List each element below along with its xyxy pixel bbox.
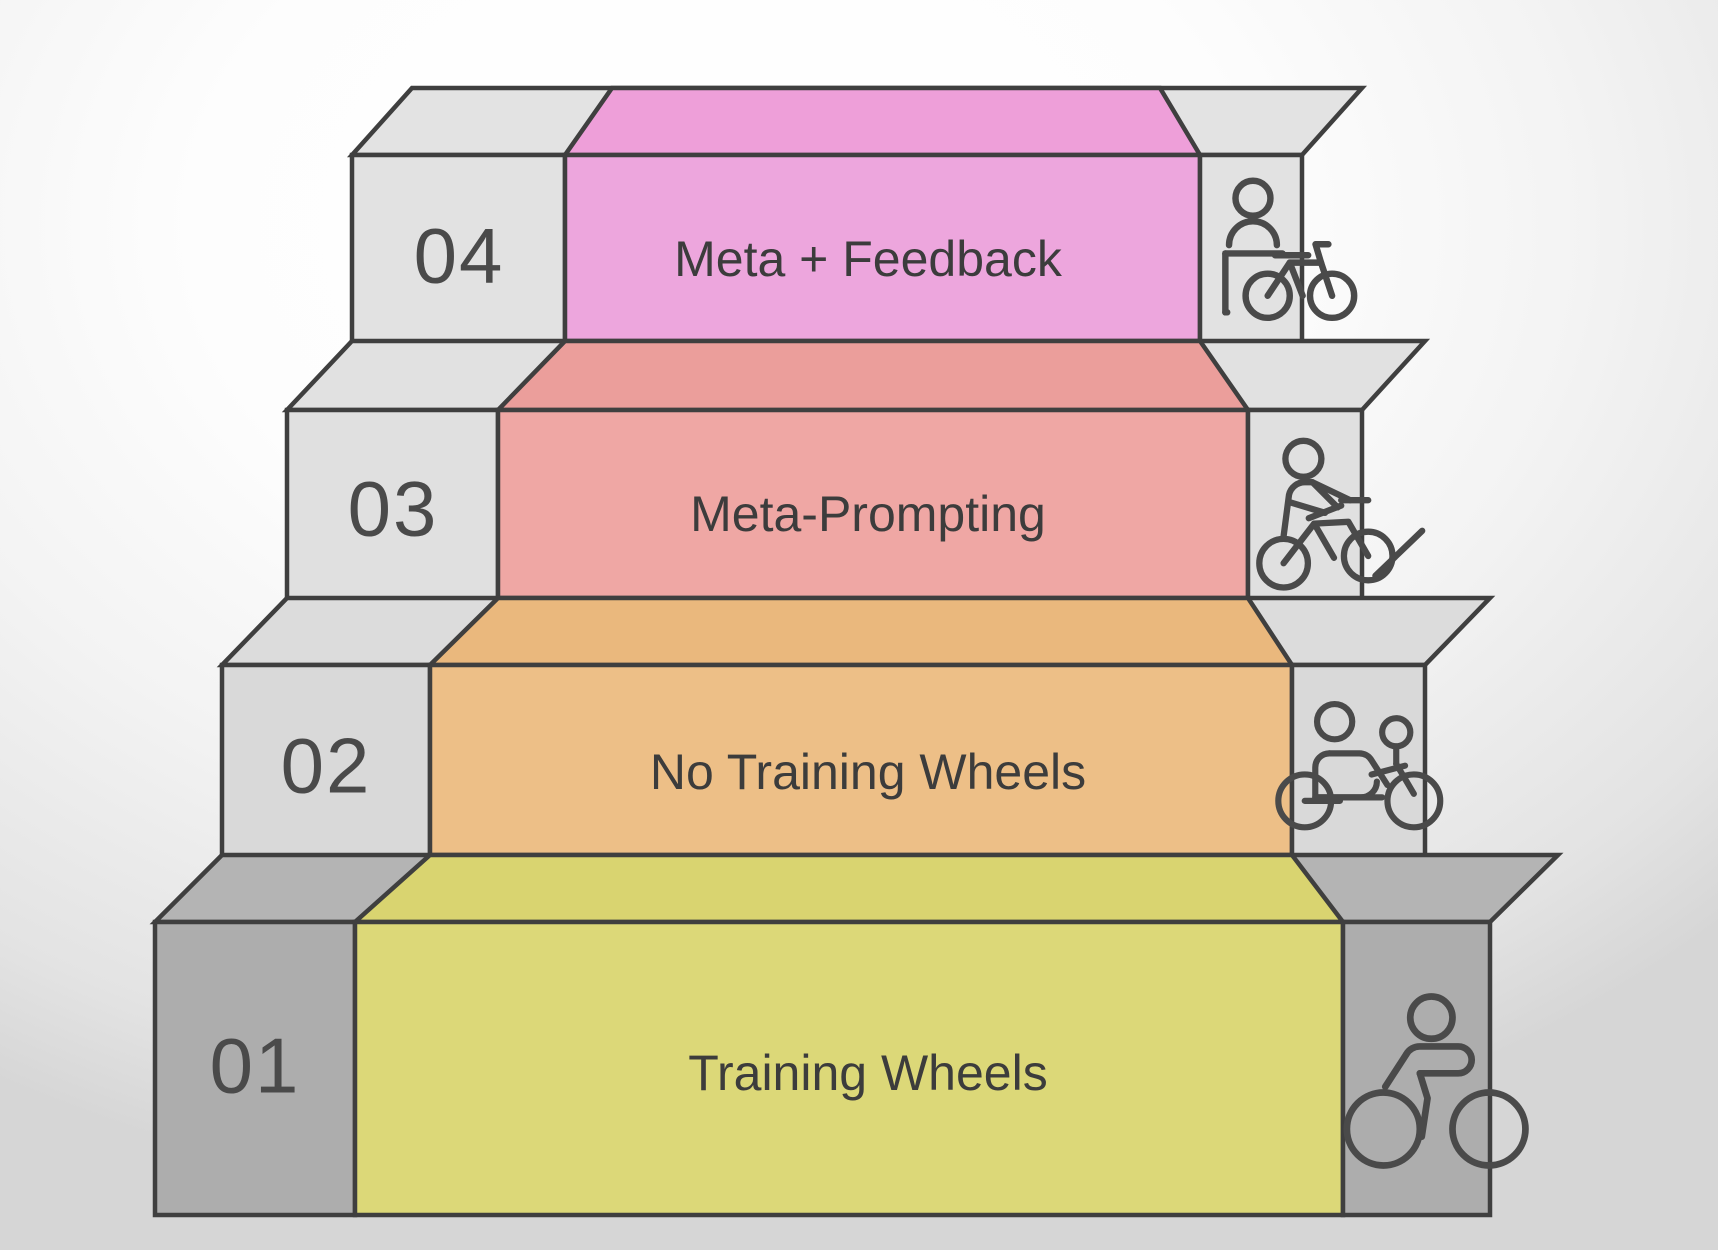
- step-01-left-front-face: [152, 919, 358, 1218]
- step-04-right-front-face: [1197, 152, 1305, 371]
- step-02-label: No Training Wheels: [650, 744, 1086, 800]
- step-02-left-front-face: [219, 662, 433, 876]
- step-02-number: 02: [281, 722, 372, 810]
- step-02-center-front-face: [427, 662, 1295, 876]
- step-03[interactable]: 03 Meta-Prompting: [281, 338, 1431, 618]
- person-riding-bicycle-upright-icon: [1256, 437, 1426, 591]
- step-01[interactable]: 01 Training Wheels: [149, 852, 1564, 1218]
- person-cycling-icon: [1343, 993, 1529, 1169]
- person-cycling-fast-icon: [1275, 700, 1444, 831]
- step-03-center-top-face: [492, 338, 1253, 413]
- step-02-right-front-face: [1289, 662, 1428, 876]
- step-01-label: Training Wheels: [688, 1045, 1047, 1101]
- step-03-left-front-face: [284, 407, 501, 618]
- person-standing-with-bicycle-icon: [1222, 177, 1358, 322]
- step-03-number: 03: [348, 465, 439, 553]
- step-01-number: 01: [210, 1022, 301, 1110]
- step-02-center-top-face: [424, 595, 1297, 668]
- step-01-center-top-face: [349, 852, 1348, 925]
- step-01-center-front-face: [352, 919, 1346, 1218]
- step-04-center-top-face: [560, 85, 1204, 158]
- step-04-label: Meta + Feedback: [674, 231, 1063, 287]
- step-02[interactable]: 02 No Training Wheels: [216, 595, 1496, 876]
- step-04[interactable]: 04 Meta + Feedback: [346, 85, 1368, 371]
- step-03-label: Meta-Prompting: [690, 486, 1046, 542]
- step-04-number: 04: [414, 212, 505, 300]
